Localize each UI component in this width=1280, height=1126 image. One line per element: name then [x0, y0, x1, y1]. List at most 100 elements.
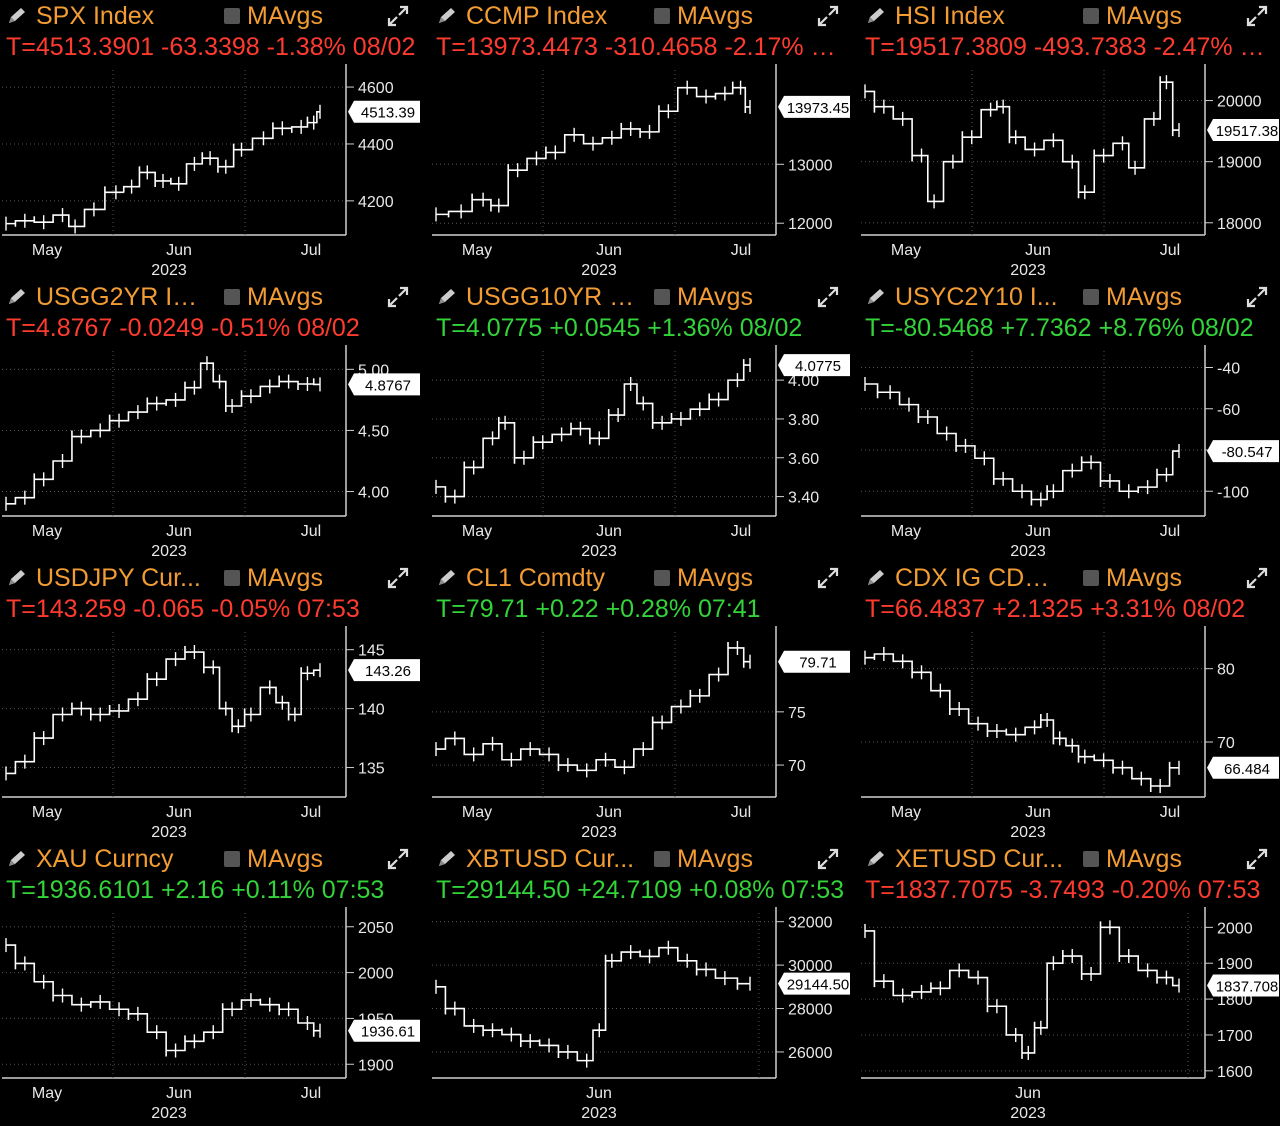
mavgs-checkbox[interactable] — [1083, 851, 1099, 867]
mavgs-label[interactable]: MAvgs — [677, 2, 753, 30]
expand-icon[interactable] — [386, 4, 410, 28]
mavgs-checkbox[interactable] — [224, 851, 240, 867]
y-tick-label: 3.60 — [788, 451, 819, 468]
mavgs-label[interactable]: MAvgs — [247, 283, 323, 311]
expand-icon[interactable] — [816, 4, 840, 28]
mavgs-label[interactable]: MAvgs — [247, 845, 323, 873]
mavgs-checkbox[interactable] — [1083, 289, 1099, 305]
price-chart[interactable]: 26000 28000 30000 32000 Jun 2023 29144.50 — [430, 905, 850, 1124]
expand-icon[interactable] — [1245, 285, 1269, 309]
expand-icon[interactable] — [816, 566, 840, 590]
security-title[interactable]: HSI Index — [895, 2, 1005, 30]
last-price-tag: 143.26 — [348, 659, 420, 682]
security-title[interactable]: USGG2YR In... — [36, 283, 206, 311]
last-price-box — [778, 972, 850, 995]
mavgs-label[interactable]: MAvgs — [677, 564, 753, 592]
month-label: Jul — [1160, 523, 1180, 540]
expand-icon[interactable] — [816, 285, 840, 309]
security-title[interactable]: XBTUSD Cur... — [466, 845, 635, 873]
security-title[interactable]: SPX Index — [36, 2, 155, 30]
price-chart[interactable]: 70 75 May Jun Jul 2023 79.71 — [430, 624, 850, 843]
pencil-icon[interactable] — [6, 568, 28, 588]
month-label: May — [32, 523, 62, 540]
quote-line: T=29144.50 +24.7109 +0.08% 07:53 — [436, 876, 844, 904]
mavgs-label[interactable]: MAvgs — [1106, 283, 1182, 311]
month-label: May — [462, 523, 492, 540]
mavgs-checkbox[interactable] — [654, 851, 670, 867]
mavgs-checkbox[interactable] — [224, 8, 240, 24]
chart-panel: XAU Curncy MAvgs T=1936.6101 +2.16 +0.11… — [0, 843, 420, 1124]
expand-icon[interactable] — [1245, 847, 1269, 871]
month-label: Jul — [731, 523, 751, 540]
pencil-icon[interactable] — [865, 287, 887, 307]
mavgs-checkbox[interactable] — [654, 570, 670, 586]
mavgs-checkbox[interactable] — [654, 289, 670, 305]
chart-panel: HSI Index MAvgs T=19517.3809 -493.7383 -… — [859, 0, 1279, 281]
pencil-icon[interactable] — [865, 849, 887, 869]
last-price-label: 4.8767 — [365, 377, 411, 394]
pencil-icon[interactable] — [6, 849, 28, 869]
security-title[interactable]: XETUSD Cur... — [895, 845, 1064, 873]
y-tick-label: -100 — [1217, 484, 1249, 501]
price-chart[interactable]: 1900195020002050MayJunJul20231936.61 — [0, 905, 420, 1124]
mavgs-label[interactable]: MAvgs — [1106, 845, 1182, 873]
security-title[interactable]: CL1 Comdty — [466, 564, 605, 592]
price-chart[interactable]: 3.40 3.60 3.80 4.00 May Jun Jul 2023 4.0775 — [430, 343, 850, 562]
mavgs-checkbox[interactable] — [1083, 570, 1099, 586]
mavgs-label[interactable]: MAvgs — [1106, 2, 1182, 30]
security-title[interactable]: USDJPY Cur... — [36, 564, 201, 592]
year-label: 2023 — [1010, 543, 1046, 560]
mavgs-label[interactable]: MAvgs — [677, 283, 753, 311]
security-title[interactable]: USGG10YR I... — [466, 283, 636, 311]
mavgs-label[interactable]: MAvgs — [247, 564, 323, 592]
mavgs-label[interactable]: MAvgs — [677, 845, 753, 873]
price-chart[interactable]: 18000 19000 20000 May Jun Jul 2023 19517.38 — [859, 62, 1279, 281]
price-chart[interactable]: 4200 4400 4600 May Jun Jul 2023 4513.39 — [0, 62, 420, 281]
pencil-icon[interactable] — [436, 287, 458, 307]
quote-line: T=13973.4473 -310.4658 -2.17% 08/02 — [436, 33, 846, 61]
y-tick-label: 4600 — [358, 80, 394, 97]
price-chart[interactable]: 70 80 May Jun Jul 2023 66.484 — [859, 624, 1279, 843]
mavgs-checkbox[interactable] — [224, 289, 240, 305]
security-title[interactable]: XAU Curncy — [36, 845, 174, 873]
y-tick-label: 19000 — [1217, 155, 1262, 172]
chart-panel: CDX IG CDSI... MAvgs T=66.4837 +2.1325 +… — [859, 562, 1279, 843]
expand-icon[interactable] — [1245, 4, 1269, 28]
mavgs-label[interactable]: MAvgs — [247, 2, 323, 30]
pencil-icon[interactable] — [436, 6, 458, 26]
mavgs-checkbox[interactable] — [654, 8, 670, 24]
price-chart[interactable]: 12000 13000 May Jun Jul 2023 13973.45 — [430, 62, 850, 281]
last-price-label: 79.71 — [799, 655, 837, 672]
pencil-icon[interactable] — [6, 6, 28, 26]
mavgs-label[interactable]: MAvgs — [1106, 564, 1182, 592]
security-title[interactable]: USYC2Y10 I... — [895, 283, 1058, 311]
quote-line: T=1936.6101 +2.16 +0.11% 07:53 — [6, 876, 385, 904]
security-title[interactable]: CDX IG CDSI... — [895, 564, 1065, 592]
mavgs-checkbox[interactable] — [224, 570, 240, 586]
expand-icon[interactable] — [386, 847, 410, 871]
pencil-icon[interactable] — [865, 568, 887, 588]
y-tick-label: 12000 — [788, 216, 833, 233]
pencil-icon[interactable] — [436, 849, 458, 869]
y-tick-label: 75 — [788, 705, 806, 722]
pencil-icon[interactable] — [865, 6, 887, 26]
y-tick-label: 1900 — [1217, 956, 1253, 973]
quote-line: T=19517.3809 -493.7383 -2.47% 08/02 — [865, 33, 1275, 61]
y-tick-label: 3.80 — [788, 412, 819, 429]
expand-icon[interactable] — [386, 285, 410, 309]
security-title[interactable]: CCMP Index — [466, 2, 608, 30]
pencil-icon[interactable] — [6, 287, 28, 307]
month-label: Jun — [1025, 804, 1051, 821]
month-label: Jun — [1015, 1085, 1041, 1102]
last-price-label: 29144.50 — [787, 977, 850, 994]
pencil-icon[interactable] — [436, 568, 458, 588]
expand-icon[interactable] — [1245, 566, 1269, 590]
expand-icon[interactable] — [386, 566, 410, 590]
price-series — [865, 921, 1179, 1059]
mavgs-checkbox[interactable] — [1083, 8, 1099, 24]
price-chart[interactable]: 135 140 145 May Jun Jul 2023 143.26 — [0, 624, 420, 843]
expand-icon[interactable] — [816, 847, 840, 871]
